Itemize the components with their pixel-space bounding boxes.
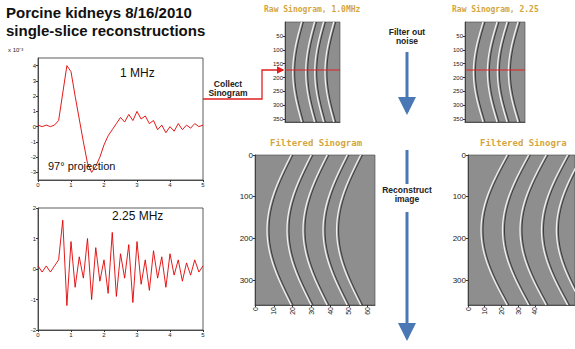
html-text:single-slice reconstructions: single-slice reconstructions — [6, 22, 206, 39]
svg-text:1: 1 — [33, 236, 37, 242]
svg-text:10: 10 — [481, 307, 488, 315]
svg-text:60: 60 — [364, 307, 371, 315]
svg-text:100: 100 — [453, 192, 467, 201]
svg-text:200: 200 — [453, 75, 464, 81]
svg-text:250: 250 — [453, 88, 464, 94]
svg-text:0: 0 — [33, 124, 37, 130]
svg-text:0: 0 — [36, 182, 40, 188]
svg-text:0: 0 — [465, 307, 472, 311]
html-text:Raw Sinogram, 1.0MHz: Raw Sinogram, 1.0MHz — [264, 5, 361, 14]
svg-text:350: 350 — [273, 116, 284, 122]
svg-text:50: 50 — [456, 33, 463, 39]
html-text:Porcine kidneys 8/16/2010: Porcine kidneys 8/16/2010 — [6, 4, 192, 21]
svg-text:5: 5 — [201, 182, 205, 188]
svg-text:200: 200 — [240, 234, 254, 243]
svg-text:-2: -2 — [30, 327, 36, 333]
svg-text:100: 100 — [240, 192, 254, 201]
svg-text:350: 350 — [453, 116, 464, 122]
svg-text:150: 150 — [273, 61, 284, 67]
svg-text:1: 1 — [69, 332, 73, 338]
html-text:Reconstruct image: Reconstruct image — [382, 185, 432, 205]
svg-text:2: 2 — [102, 182, 106, 188]
svg-text:1: 1 — [33, 108, 37, 114]
svg-text:300: 300 — [453, 276, 467, 285]
svg-text:30: 30 — [515, 307, 522, 315]
svg-text:2: 2 — [33, 205, 37, 211]
html-text:2.25 MHz: 2.25 MHz — [112, 209, 164, 223]
svg-text:0: 0 — [252, 307, 259, 311]
svg-text:2: 2 — [102, 332, 106, 338]
svg-text:2: 2 — [33, 93, 37, 99]
svg-text:1: 1 — [69, 182, 73, 188]
svg-text:300: 300 — [453, 102, 464, 108]
svg-text:0: 0 — [249, 151, 254, 160]
svg-text:150: 150 — [453, 61, 464, 67]
svg-text:50: 50 — [345, 307, 352, 315]
svg-text:4: 4 — [168, 332, 172, 338]
html-text:1 MHz: 1 MHz — [120, 66, 155, 80]
svg-text:4: 4 — [33, 63, 37, 69]
svg-text:250: 250 — [273, 88, 284, 94]
svg-text:0: 0 — [462, 151, 467, 160]
svg-text:-3: -3 — [31, 169, 37, 175]
svg-text:300: 300 — [273, 102, 284, 108]
svg-text:40: 40 — [531, 307, 538, 315]
svg-text:0: 0 — [36, 332, 40, 338]
svg-text:3: 3 — [135, 182, 139, 188]
svg-text:200: 200 — [273, 75, 284, 81]
html-text:Filter out noise: Filter out noise — [388, 27, 426, 47]
svg-text:-1: -1 — [31, 139, 37, 145]
svg-text:200: 200 — [453, 234, 467, 243]
html-text:Filtered Sinogram: Filtered Sinogram — [270, 138, 363, 148]
html-text:x 10⁻³: x 10⁻³ — [8, 47, 24, 53]
svg-text:20: 20 — [498, 307, 505, 315]
svg-text:100: 100 — [273, 47, 284, 53]
svg-text:4: 4 — [168, 182, 172, 188]
html-text:Filtered Sinogra: Filtered Sinogra — [480, 138, 567, 148]
svg-text:20: 20 — [289, 307, 296, 315]
svg-text:3: 3 — [33, 78, 37, 84]
svg-text:3: 3 — [135, 332, 139, 338]
svg-text:-1: -1 — [31, 297, 37, 303]
svg-text:300: 300 — [240, 276, 254, 285]
html-text:Collect Sinogram: Collect Sinogram — [208, 79, 248, 99]
svg-text:40: 40 — [327, 307, 334, 315]
svg-text:10: 10 — [270, 307, 277, 315]
html-text:97° projection: 97° projection — [48, 160, 116, 172]
svg-text:-2: -2 — [31, 154, 37, 160]
svg-text:30: 30 — [308, 307, 315, 315]
html-text:Raw Sinogram, 2.25: Raw Sinogram, 2.25 — [452, 5, 539, 14]
svg-text:100: 100 — [453, 47, 464, 53]
svg-text:5: 5 — [201, 332, 205, 338]
svg-text:50: 50 — [276, 33, 283, 39]
svg-text:0: 0 — [33, 266, 37, 272]
